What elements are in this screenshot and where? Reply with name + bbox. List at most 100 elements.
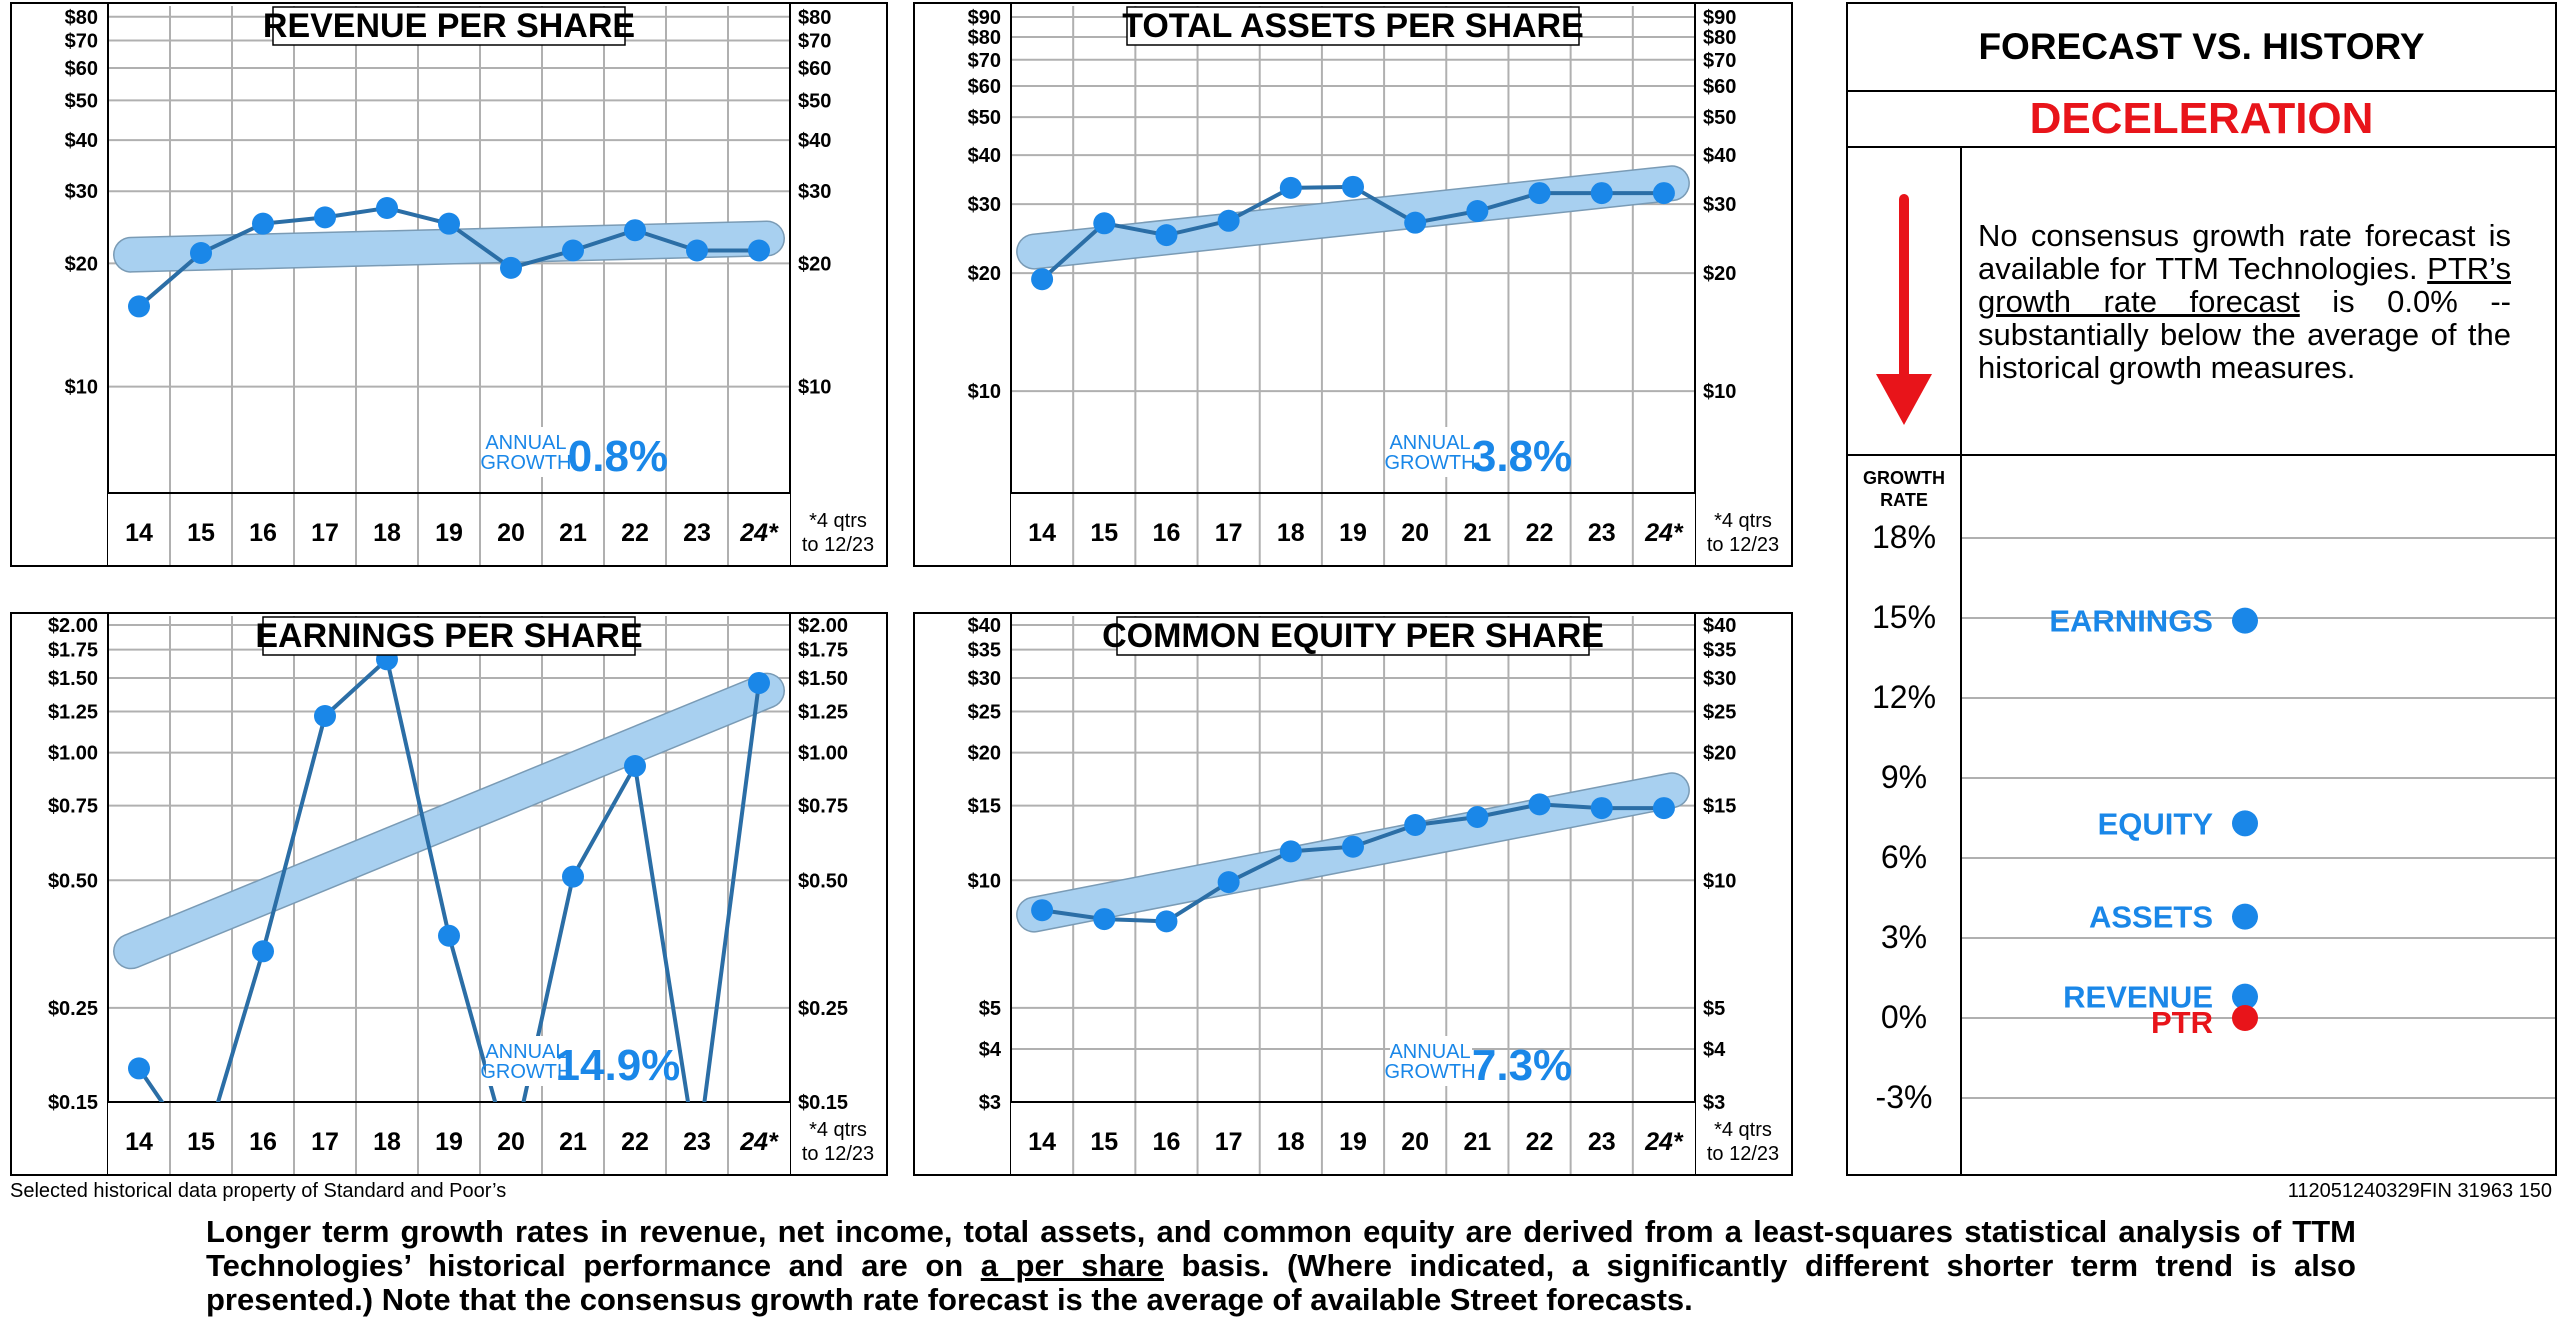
trend-band [114, 674, 784, 968]
y-tick-label-left: $25 [968, 702, 1001, 724]
y-tick-label-right: $30 [798, 181, 831, 203]
growth-item-dot-equity [2232, 810, 2258, 837]
y-tick-label-left: $20 [968, 263, 1001, 285]
y-tick-label-left: $40 [968, 145, 1001, 167]
data-point [128, 1057, 150, 1080]
growth-rate-label: RATE [1880, 490, 1928, 510]
y-tick-label-right: $30 [1703, 194, 1736, 216]
x-tick-label: 21 [1463, 1128, 1491, 1156]
y-tick-label-left: $10 [968, 870, 1001, 892]
y-tick-label-right: $50 [1703, 107, 1736, 129]
x-tick-label: 24* [1644, 519, 1684, 547]
forecast-description-part2: is 0.0% -- substantially below the avera… [1978, 284, 2511, 385]
y-tick-label-left: $40 [968, 615, 1001, 637]
common-equity-per-share-panel: $40 $40 $35 $35 $30 $30 $25 $25 $20 $20 $15 $15 $10 $… [913, 612, 1793, 1176]
x-tick-label: 23 [683, 1128, 711, 1156]
x-tick-label: 21 [1463, 519, 1491, 547]
growth-rate-tick: 18% [1872, 519, 1936, 555]
data-point [314, 705, 336, 728]
y-tick-label-left: $1.75 [48, 640, 98, 662]
x-tick-label: 22 [621, 519, 649, 547]
data-point [686, 239, 708, 262]
x-tick-label: 17 [311, 1128, 339, 1156]
y-tick-label-left: $80 [65, 7, 98, 29]
x-tick-label: 22 [621, 1128, 649, 1156]
chart-title: COMMON EQUITY PER SHARE [1102, 617, 1604, 655]
chart-title-box [272, 6, 626, 46]
x-tick-label: 14 [125, 519, 153, 547]
x-tick-label: 24* [739, 519, 779, 547]
growth-item-dot-revenue [2232, 983, 2258, 1010]
plot-area [1016, 165, 1690, 291]
x-tick-label: 22 [1526, 1128, 1554, 1156]
y-tick-label-left: $50 [65, 90, 98, 112]
y-tick-label-left: $60 [65, 58, 98, 80]
y-tick-label-right: $0.75 [798, 796, 848, 818]
annual-growth-label: GROWTH [1384, 1061, 1475, 1083]
x-axis-band [108, 493, 790, 565]
data-point [1155, 224, 1178, 247]
data-point [1093, 212, 1116, 235]
y-tick-label-right: $1.75 [798, 640, 848, 662]
data-point [1652, 182, 1675, 205]
x-tick-label: 17 [1215, 1128, 1243, 1156]
growth-item-dot-assets [2232, 903, 2258, 930]
y-tick-label-left: $0.15 [48, 1092, 98, 1114]
y-tick-label-right: $5 [1703, 998, 1725, 1020]
data-point [1031, 268, 1054, 291]
source-note: Selected historical data property of Sta… [10, 1180, 507, 1202]
methodology-note-underlined: a per share [980, 1248, 1165, 1283]
growth-rate-tick: 15% [1872, 599, 1936, 635]
footnote-line1: *4 qtrs [809, 1119, 867, 1141]
x-tick-label: 15 [1090, 1128, 1118, 1156]
y-tick-label-right: $20 [798, 253, 831, 275]
annual-growth-label: GROWTH [480, 452, 571, 474]
x-tick-label: 16 [249, 519, 277, 547]
fvh-section-divider [1848, 454, 2555, 456]
earnings-per-share-chart: $2.00 $2.00 $1.75 $1.75 $1.50 $1.50 $1.25 $1.25… [48, 614, 874, 1174]
y-tick-label-left: $5 [979, 998, 1001, 1020]
annual-growth-label: GROWTH [480, 1061, 571, 1083]
chart-title-box [262, 616, 636, 656]
y-tick-label-left: $35 [968, 640, 1001, 662]
y-tick-label-right: $10 [1703, 381, 1736, 403]
x-tick-label: 24* [739, 1128, 779, 1156]
forecast-description-underlined: PTR’s growth rate forecast [1978, 251, 2511, 319]
chart-title: REVENUE PER SHARE [263, 7, 635, 45]
annual-growth-value: 14.9% [556, 1041, 681, 1090]
growth-item-label-equity: EQUITY [2098, 806, 2214, 841]
x-tick-label: 21 [559, 1128, 587, 1156]
x-tick-label: 16 [249, 1128, 277, 1156]
data-point [1093, 908, 1116, 931]
y-tick-label-left: $0.75 [48, 796, 98, 818]
y-tick-label-left: $4 [979, 1039, 1002, 1061]
data-point [1155, 910, 1178, 933]
data-point [1466, 200, 1489, 223]
y-tick-label-right: $60 [798, 58, 831, 80]
forecast-vs-history-title: FORECAST VS. HISTORY [1848, 4, 2555, 92]
y-tick-label-right: $1.25 [798, 702, 848, 724]
y-tick-label-right: $10 [1703, 870, 1736, 892]
x-tick-label: 24* [1644, 1128, 1684, 1156]
data-point [1466, 806, 1489, 829]
growth-item-label-revenue: REVENUE [2063, 980, 2213, 1015]
y-tick-label-right: $25 [1703, 702, 1736, 724]
annual-growth-label-bg [1390, 427, 1473, 477]
y-tick-label-right: $0.15 [798, 1092, 848, 1114]
fvh-left-column-divider [1960, 148, 1962, 1176]
y-tick-label-right: $20 [1703, 263, 1736, 285]
y-tick-label-left: $30 [968, 668, 1001, 690]
x-tick-label: 16 [1153, 519, 1181, 547]
annual-growth-value: 0.8% [568, 432, 668, 481]
y-tick-label-left: $10 [65, 377, 98, 399]
data-point [562, 865, 584, 888]
data-point [1404, 211, 1427, 234]
methodology-note: Longer term growth rates in revenue, net… [206, 1215, 2356, 1317]
x-tick-label: 16 [1153, 1128, 1181, 1156]
y-tick-label-left: $20 [65, 253, 98, 275]
y-tick-label-left: $10 [968, 381, 1001, 403]
growth-item-label-ptr: PTR [2151, 1005, 2213, 1040]
data-point [1279, 176, 1302, 199]
chart-title: EARNINGS PER SHARE [255, 617, 642, 655]
x-tick-label: 18 [1277, 1128, 1305, 1156]
